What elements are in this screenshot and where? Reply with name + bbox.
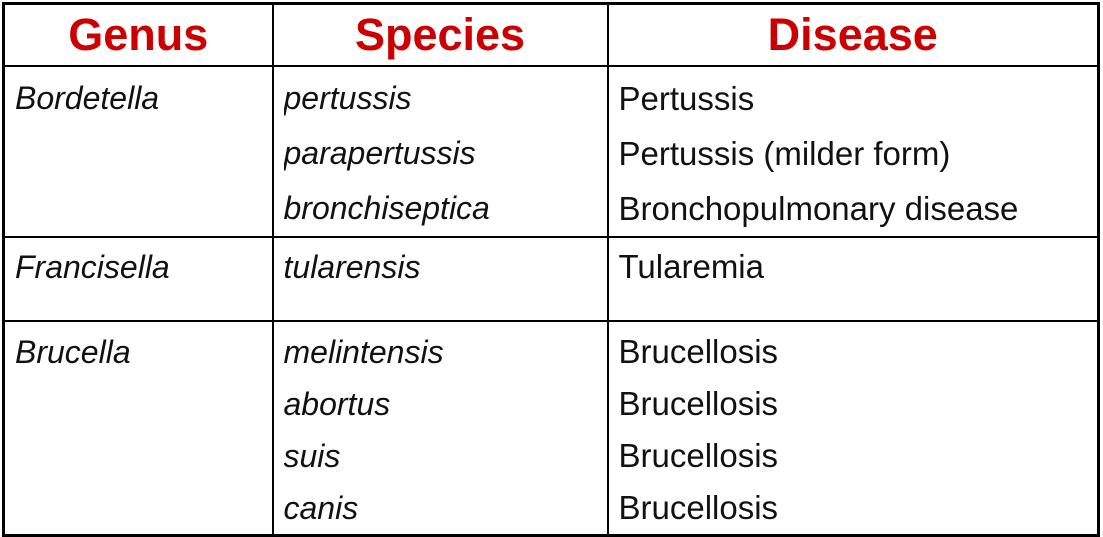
genus-name: Francisella xyxy=(15,248,170,285)
disease-name: Bronchopulmonary disease xyxy=(618,189,1019,227)
table-row-bordetella: Bordetella pertussis parapertussis bronc… xyxy=(2,64,1100,238)
species-name: canis xyxy=(283,489,359,526)
disease-name: Pertussis xyxy=(618,79,755,117)
species-name: abortus xyxy=(283,385,391,422)
disease-name: Brucellosis xyxy=(618,436,779,474)
disease-cell: Tularemia xyxy=(606,235,1100,322)
genus-cell: Bordetella xyxy=(2,64,274,238)
genus-name: Bordetella xyxy=(15,79,160,116)
species-cell: melintensis abortus suis canis xyxy=(271,319,609,536)
genus-cell: Francisella xyxy=(2,235,274,322)
genus-cell: Brucella xyxy=(2,319,274,536)
species-name: suis xyxy=(283,437,341,474)
header-species: Species xyxy=(271,2,609,67)
disease-name: Brucellosis xyxy=(618,332,779,370)
header-genus: Genus xyxy=(2,2,274,67)
header-row: Genus Species Disease xyxy=(2,2,1100,67)
table-row-francisella: Francisella tularensis Tularemia xyxy=(2,235,1100,322)
species-cell: tularensis xyxy=(271,235,609,322)
species-name: bronchiseptica xyxy=(283,189,490,226)
disease-cell: Pertussis Pertussis (milder form) Bronch… xyxy=(606,64,1100,238)
disease-name: Brucellosis xyxy=(618,488,779,526)
disease-name: Pertussis (milder form) xyxy=(618,134,951,172)
table-row-brucella: Brucella melintensis abortus suis canis … xyxy=(2,319,1100,536)
species-name: tularensis xyxy=(283,248,421,285)
disease-name: Tularemia xyxy=(618,247,765,285)
disease-name: Brucellosis xyxy=(618,384,779,422)
species-name: parapertussis xyxy=(283,134,476,171)
genus-name: Brucella xyxy=(15,333,131,370)
species-name: melintensis xyxy=(283,333,444,370)
species-cell: pertussis parapertussis bronchiseptica xyxy=(271,64,609,238)
species-name: pertussis xyxy=(283,79,412,116)
disease-cell: Brucellosis Brucellosis Brucellosis Bruc… xyxy=(606,319,1100,536)
header-disease: Disease xyxy=(606,2,1100,67)
